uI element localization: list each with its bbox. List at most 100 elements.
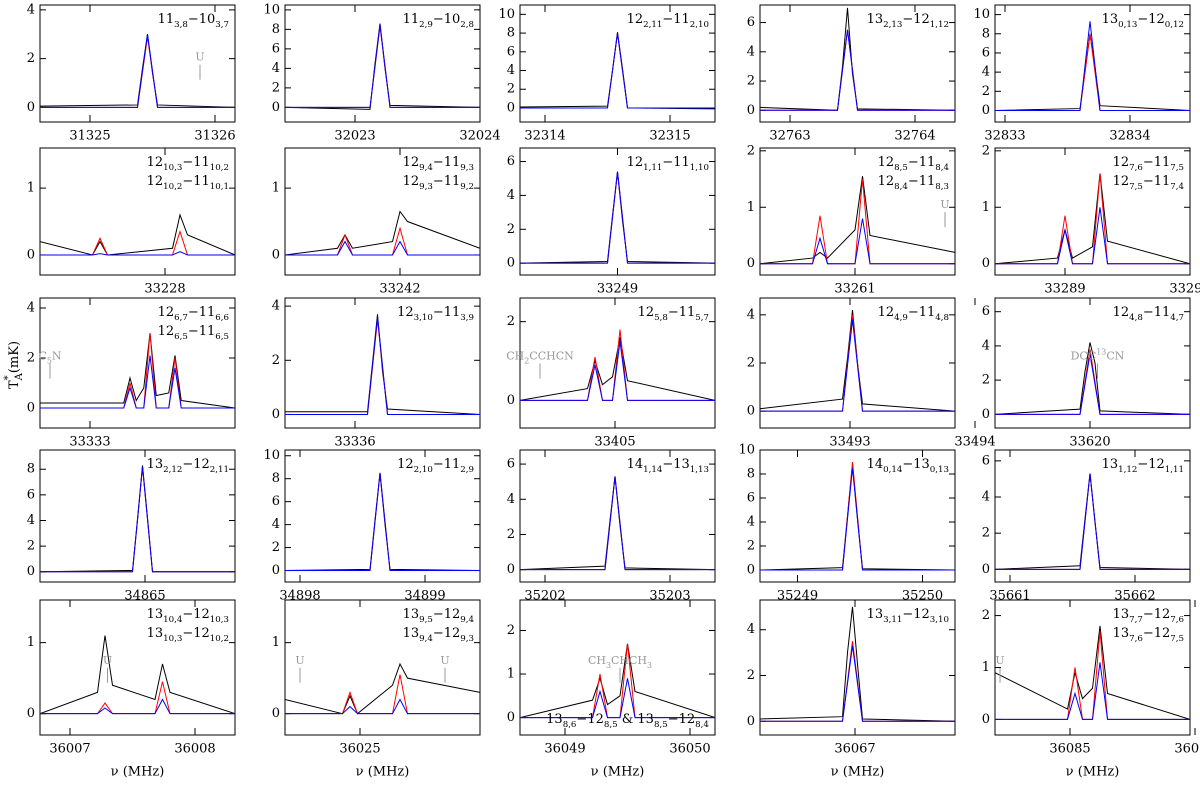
y-tick-label: 0 [27,100,35,115]
label: 126,7−116,6 [158,305,229,323]
y-tick-label: 4 [27,513,35,528]
label: C5N [38,350,61,366]
spectrum-line [760,29,955,111]
y-tick-label: 4 [747,622,755,637]
label-part: 12 [158,305,175,320]
spectrum-line [995,631,1190,720]
label: U [295,654,304,667]
label-script: 1,11 [643,163,662,173]
spectrum-line [520,171,715,264]
spectrum-line [760,309,955,412]
label: 127,5−117,4 [1113,174,1185,192]
plot-frame [284,599,481,736]
x-tick-label: 35249 [777,589,818,604]
y-tick-label: 2 [507,82,515,97]
spectrum-line [520,476,715,571]
plot-frame [284,147,481,276]
y-tick-label: 2 [747,143,755,158]
x-tick-label: 35662 [1114,589,1155,604]
label: 129,3−119,2 [403,174,474,192]
spectrum-line [520,32,715,110]
spectrum-line [760,606,955,722]
x-tick-label: 35202 [524,589,565,604]
label-script: 0,12 [1165,20,1184,30]
label: CH3CHCH3 [588,654,652,670]
x-tick-label: 33620 [1069,435,1110,450]
label-part: 14 [867,457,884,472]
label-part: −12 [1137,12,1164,27]
label-part: −11 [1143,174,1170,189]
spectrum-line [285,23,480,110]
spectrum-line [285,698,480,715]
spectrum-line [520,643,715,719]
y-tick-label: 10 [498,7,515,22]
y-tick-label: 1 [747,200,755,215]
spectrum-line [40,251,235,256]
label: 122,11−112,10 [627,12,709,30]
label-script: 2,10 [690,20,709,30]
x-tick-label: 33242 [379,282,420,297]
plot-frame [39,297,236,429]
spectrum-line [760,218,955,265]
label-part: U [995,654,1004,667]
y-tick-label: 4 [747,307,755,322]
spectrum-line [995,354,1190,415]
label-part: 12 [158,324,175,339]
spectrum-line [40,34,235,108]
spectrum-line [520,33,715,109]
y-tick-label: 2 [747,356,755,371]
label: U [940,198,949,211]
label-script: 9,3 [419,182,433,192]
label-script: 9,2 [460,182,474,192]
label: 122,10−112,9 [397,457,474,475]
label-script: 10,3 [163,634,182,644]
x-tick-label: 32763 [769,129,810,144]
x-tick-label: 33493 [829,435,870,450]
y-tick-label: 0 [272,247,280,262]
x-tick-label: 36085 [1049,742,1090,757]
y-tick-label: 0 [507,710,515,725]
y-tick-label: 6 [747,15,755,30]
plot-frame [759,147,956,276]
label-script: 7,5 [1170,634,1184,644]
label: 132,12−122,11 [147,457,229,475]
spectrum-line [285,316,480,415]
label-script: 2,9 [460,465,474,475]
plot-frame [759,4,956,123]
spectrum-line [520,171,715,264]
label-script: 3,9 [460,313,474,323]
label-script: 6,7 [174,313,188,323]
label-part: 13 [403,607,420,622]
label-script: 2,11 [643,20,662,30]
label: 137,7−127,6 [1113,607,1184,625]
label-part: 12 [147,174,164,189]
label-part: N [52,350,62,363]
y-tick-label: 0 [272,706,280,721]
label-script: 7,6 [1170,615,1184,625]
label-script: 7,4 [1170,182,1184,192]
y-tick-label: 2 [982,143,990,158]
label: 1310,3−1210,2 [147,626,229,644]
y-tick-label: 4 [507,188,515,203]
spectrum-line [40,213,235,256]
x-axis-label: ν (MHz) [356,765,410,780]
label-part: CN [1106,350,1124,363]
label: 141,14−131,13 [627,457,709,475]
plot-frame [519,449,716,583]
plot-frame [284,449,481,583]
x-tick-label: 35203 [649,589,690,604]
label: DCC13CN [1071,347,1125,363]
label-part: 12 [638,305,655,320]
label: 1210,2−1110,1 [147,174,229,192]
label: U [195,51,204,64]
label-part: −12 [1143,607,1170,622]
label-script: 10,2 [210,634,229,644]
label: 126,5−116,5 [158,324,229,342]
label-part: 14 [627,457,644,472]
spectrum-line [40,681,235,715]
x-tick-label: 36049 [544,742,585,757]
label-script: 10,3 [210,615,229,625]
label-script: 3 [647,660,652,669]
label: U [995,654,1004,667]
label-part: 12 [878,174,895,189]
